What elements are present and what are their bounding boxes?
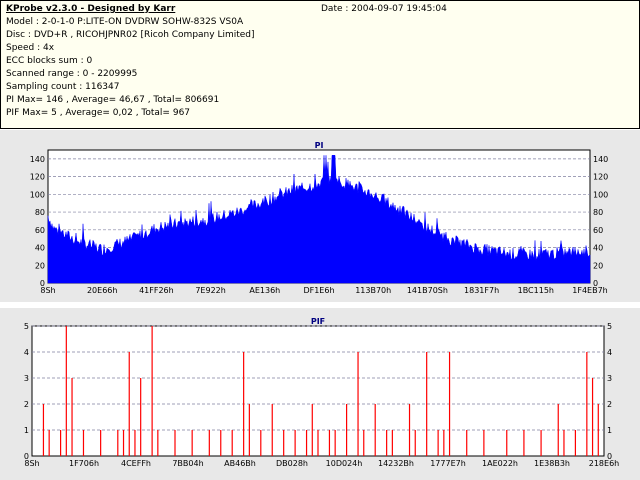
pif-xtick: 8Sh bbox=[24, 459, 39, 468]
pif-ytick-left: 0 bbox=[24, 452, 29, 461]
pif-xtick: 1AE022h bbox=[482, 459, 518, 468]
pif-ytick-left: 1 bbox=[24, 426, 29, 435]
pi-ytick-left: 120 bbox=[30, 173, 45, 182]
pi-ytick-left: 60 bbox=[35, 226, 45, 235]
pif-ytick-right: 1 bbox=[607, 426, 612, 435]
pi-ytick-right: 140 bbox=[593, 155, 608, 164]
pi-ytick-left: 100 bbox=[30, 190, 45, 199]
info-pif-stats: PIF Max= 5 , Average= 0,02 , Total= 967 bbox=[6, 108, 191, 118]
pi-title: PI bbox=[315, 141, 324, 150]
pi-series-area bbox=[47, 155, 591, 284]
pi-xtick: AE136h bbox=[249, 286, 280, 295]
app-title: KProbe v2.3.0 - Designed by Karr bbox=[6, 4, 176, 14]
pif-ytick-left: 2 bbox=[24, 400, 29, 409]
pi-xtick: 1F4EB7h bbox=[572, 286, 607, 295]
scan-date: Date : 2004-09-07 19:45:04 bbox=[321, 4, 447, 14]
pi-ytick-left: 0 bbox=[40, 279, 45, 288]
pif-title: PIF bbox=[311, 317, 325, 326]
pi-ytick-left: 140 bbox=[30, 155, 45, 164]
pi-ytick-right: 20 bbox=[593, 261, 603, 270]
info-pi-stats: PI Max= 146 , Average= 46,67 , Total= 80… bbox=[6, 95, 220, 105]
pi-xtick: 8Sh bbox=[40, 286, 55, 295]
pi-xtick: 113B70h bbox=[355, 286, 391, 295]
pif-xtick: 1F706h bbox=[69, 459, 99, 468]
pi-ytick-right: 100 bbox=[593, 190, 608, 199]
pi-xtick: DF1E6h bbox=[303, 286, 334, 295]
info-disc: Disc : DVD+R , RICOHJPNR02 [Ricoh Compan… bbox=[6, 30, 255, 40]
pi-xtick: 1831F7h bbox=[464, 286, 499, 295]
pif-xtick: 4CEFFh bbox=[121, 459, 151, 468]
pi-xtick: 20E66h bbox=[87, 286, 117, 295]
pi-ytick-right: 60 bbox=[593, 226, 603, 235]
pif-ytick-right: 0 bbox=[607, 452, 612, 461]
pi-ytick-right: 120 bbox=[593, 173, 608, 182]
pif-xtick: 1E38B3h bbox=[534, 459, 570, 468]
pif-xtick: AB46Bh bbox=[224, 459, 256, 468]
info-range: Scanned range : 0 - 2209995 bbox=[6, 69, 138, 79]
pif-xtick: 10D024h bbox=[326, 459, 363, 468]
pif-xtick: 218E6h bbox=[589, 459, 619, 468]
pif-ytick-left: 4 bbox=[24, 348, 29, 357]
pi-ytick-right: 80 bbox=[593, 208, 603, 217]
pif-ytick-left: 5 bbox=[24, 322, 29, 331]
pif-xtick: 1777E7h bbox=[430, 459, 466, 468]
pif-ytick-right: 3 bbox=[607, 374, 612, 383]
pi-ytick-right: 40 bbox=[593, 244, 603, 253]
info-model: Model : 2-0-1-0 P:LITE-ON DVDRW SOHW-832… bbox=[6, 17, 244, 27]
pif-xtick: 7BB04h bbox=[172, 459, 203, 468]
pif-ytick-right: 2 bbox=[607, 400, 612, 409]
pi-xtick: 7E922h bbox=[195, 286, 225, 295]
pif-ytick-right: 4 bbox=[607, 348, 612, 357]
info-sampling: Sampling count : 116347 bbox=[6, 82, 120, 92]
info-ecc: ECC blocks sum : 0 bbox=[6, 56, 93, 66]
pif-xtick: DB028h bbox=[276, 459, 308, 468]
pif-ytick-right: 5 bbox=[607, 322, 612, 331]
pi-xtick: 41FF26h bbox=[139, 286, 174, 295]
pi-ytick-right: 0 bbox=[593, 279, 598, 288]
pif-ytick-left: 3 bbox=[24, 374, 29, 383]
pi-xtick: 1BC115h bbox=[518, 286, 554, 295]
pif-xtick: 14232Bh bbox=[378, 459, 414, 468]
pi-ytick-left: 20 bbox=[35, 261, 45, 270]
pi-ytick-left: 80 bbox=[35, 208, 45, 217]
info-speed: Speed : 4x bbox=[6, 43, 55, 53]
info-panel: KProbe v2.3.0 - Designed by Karr Date : … bbox=[0, 0, 640, 129]
pi-ytick-left: 40 bbox=[35, 244, 45, 253]
pi-xtick: 141B70Sh bbox=[407, 286, 448, 295]
